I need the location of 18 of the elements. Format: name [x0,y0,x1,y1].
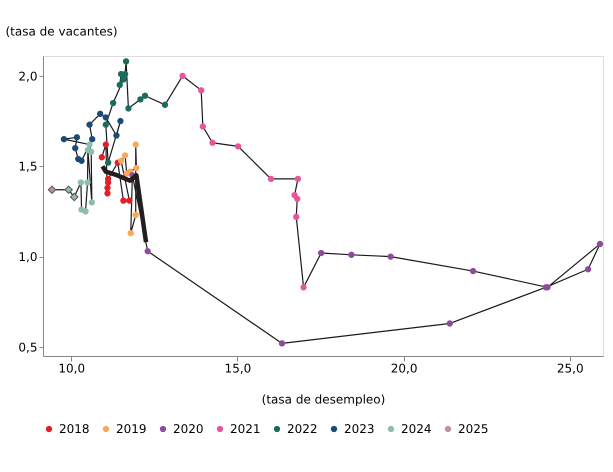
x-tick-label: 10,0 [58,362,86,376]
legend-label: 2021 [230,422,261,436]
legend-label: 2023 [344,422,375,436]
y-tick-label: 0,5 [18,340,38,354]
y-axis-title: (tasa de vacantes) [6,24,118,38]
x-tick-label: 25,0 [556,362,584,376]
x-tick-label: 15,0 [224,362,252,376]
legend-label: 2019 [116,422,147,436]
legend-label: 2025 [458,422,489,436]
legend-label: 2022 [287,422,318,436]
y-tick-label: 1,0 [18,250,38,264]
x-tick-label: 20,0 [390,362,418,376]
y-tick-label: 1,5 [18,160,38,174]
legend-label: 2018 [59,422,90,436]
x-axis-title: (tasa de desempleo) [262,392,386,406]
legend-label: 2024 [401,422,432,436]
y-tick-label: 2,0 [18,69,38,84]
legend-label: 2020 [173,422,204,436]
